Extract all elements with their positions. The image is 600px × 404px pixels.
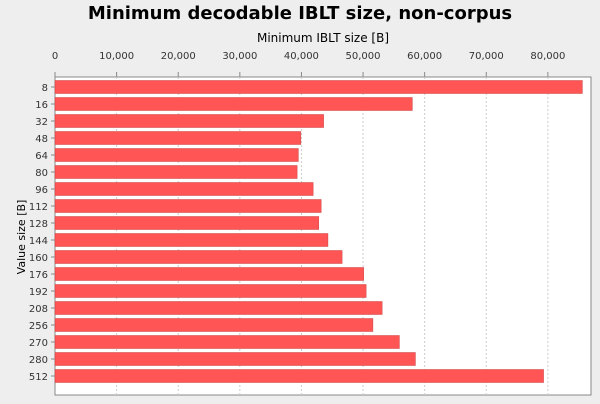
y-tick-label: 280 (29, 355, 48, 366)
bar (54, 165, 298, 179)
y-tick-label: 208 (29, 304, 48, 315)
bar (54, 284, 367, 298)
bars (54, 80, 583, 383)
bar (54, 250, 343, 264)
bar (54, 114, 324, 128)
bar (54, 318, 374, 332)
y-tick-label: 80 (35, 168, 48, 179)
bar (54, 335, 400, 349)
y-tick-label: 8 (42, 83, 48, 94)
y-axis-label: Value size [B] (15, 200, 28, 275)
x-tick-label: 80,000 (530, 51, 565, 62)
y-tick-label: 144 (29, 236, 48, 247)
bar (54, 131, 302, 145)
y-tick-label: 48 (35, 134, 48, 145)
y-tick-label: 16 (35, 100, 48, 111)
bar (54, 80, 583, 94)
y-tick-label: 256 (29, 321, 48, 332)
bar (54, 301, 383, 315)
x-tick-label: 10,000 (99, 51, 134, 62)
x-tick-label: 50,000 (346, 51, 381, 62)
x-tick-label: 30,000 (222, 51, 257, 62)
x-axis: 0 10,000 20,000 30,000 40,000 50,000 60,000 70,… (52, 51, 565, 77)
x-tick-label: 60,000 (407, 51, 442, 62)
x-tick-label: 20,000 (161, 51, 196, 62)
y-tick-label: 192 (29, 287, 48, 298)
bar (54, 369, 544, 383)
bar (54, 199, 322, 213)
x-tick-label: 70,000 (469, 51, 504, 62)
x-axis-label: Minimum IBLT size [B] (257, 31, 389, 45)
bar (54, 182, 314, 196)
bar (54, 352, 416, 366)
y-tick-label: 270 (29, 338, 48, 349)
bar (54, 267, 364, 281)
y-tick-label: 160 (29, 253, 48, 264)
y-tick-label: 176 (29, 270, 48, 281)
y-tick-label: 512 (29, 372, 48, 383)
bar (54, 233, 329, 247)
y-tick-label: 96 (35, 185, 48, 196)
x-tick-label: 40,000 (284, 51, 319, 62)
bar (54, 216, 319, 230)
y-tick-label: 32 (35, 117, 48, 128)
y-tick-label: 112 (29, 202, 48, 213)
bar (54, 97, 413, 111)
y-tick-label: 64 (35, 151, 48, 162)
x-tick-label: 0 (52, 51, 58, 62)
bar (54, 148, 299, 162)
chart-title: Minimum decodable IBLT size, non-corpus (88, 3, 512, 24)
y-axis: 8 16 32 48 64 80 96 112 128 144 160 176 192 208 256 270… (29, 83, 55, 383)
y-tick-label: 128 (29, 219, 48, 230)
